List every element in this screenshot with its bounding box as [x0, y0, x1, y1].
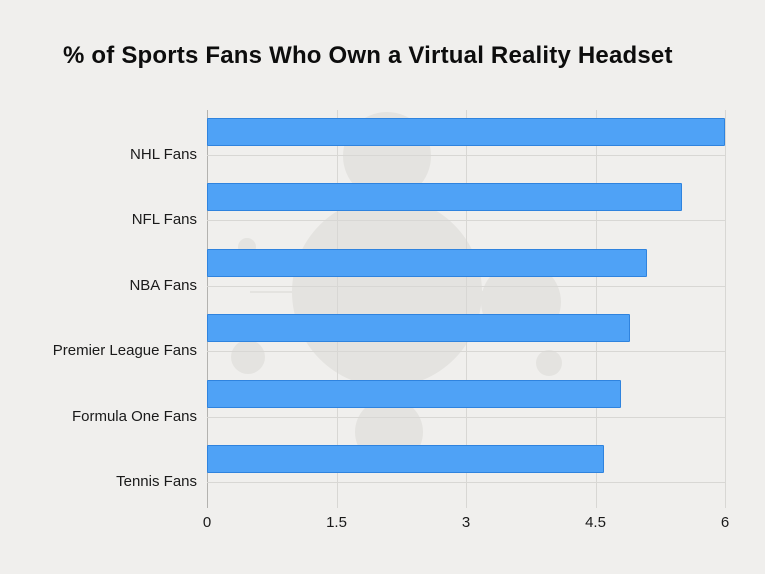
category-labels: NHL Fans NFL Fans NBA Fans Premier League F…: [0, 110, 197, 510]
category-label: NBA Fans: [129, 276, 197, 294]
plot-area: [207, 110, 726, 508]
gridline-vertical: [725, 110, 726, 508]
gridline-vertical: [595, 110, 597, 508]
bar: [207, 248, 648, 277]
category-gridline: [207, 285, 725, 287]
category-label: NFL Fans: [131, 211, 197, 229]
category-label: Tennis Fans: [116, 473, 197, 490]
watermark-circle: [536, 350, 562, 376]
x-tick-label: 4.5: [585, 514, 606, 531]
category-label: Premier League Fans: [52, 342, 197, 360]
watermark-circle: [231, 340, 265, 374]
gridline-vertical: [466, 110, 467, 508]
watermark-line: [250, 291, 530, 293]
category-gridline: [207, 351, 725, 353]
x-axis: 0 1.5 3 4.5 6: [203, 514, 729, 536]
x-axis-line: [207, 110, 208, 508]
category-gridline: [207, 416, 725, 418]
bar: [207, 183, 682, 212]
bar: [207, 314, 631, 343]
bar: [207, 118, 725, 146]
x-tick-label: 6: [720, 514, 730, 531]
category-gridline: [207, 220, 725, 222]
gridline-vertical: [336, 110, 338, 508]
category-gridline: [207, 482, 725, 483]
bar: [207, 379, 622, 408]
watermark-line: [386, 150, 388, 440]
bar: [207, 445, 605, 473]
chart-title: % of Sports Fans Who Own a Virtual Reali…: [63, 42, 673, 69]
x-tick-label: 1.5: [326, 514, 347, 531]
category-label: Formula One Fans: [71, 407, 197, 425]
category-label: NHL Fans: [130, 146, 197, 163]
category-gridline: [207, 155, 725, 156]
x-tick-label: 3: [461, 514, 471, 531]
x-tick-label: 0: [202, 514, 212, 531]
